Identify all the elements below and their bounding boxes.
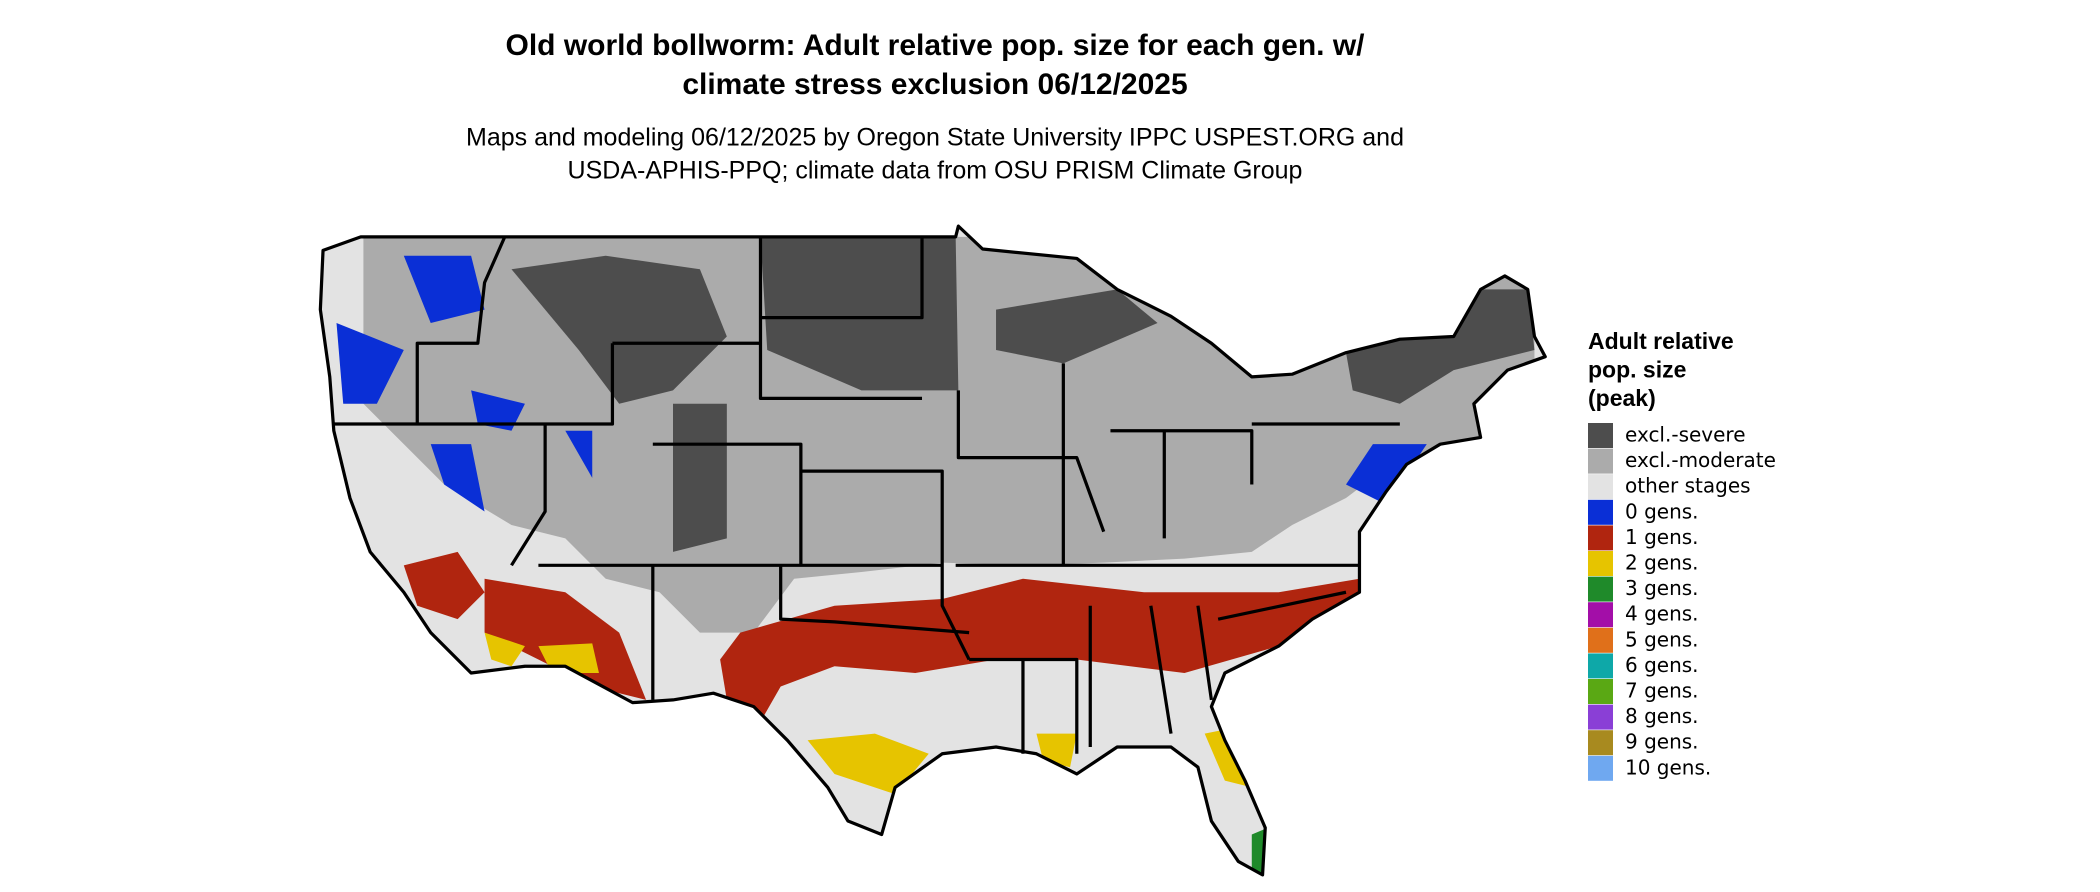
legend-label: 3 gens. — [1625, 576, 1699, 600]
title-line: Old world bollworm: Adult relative pop. … — [506, 29, 1366, 62]
legend-swatch — [1588, 627, 1613, 653]
legend-swatch — [1588, 602, 1613, 628]
legend-title-line: Adult relative — [1588, 328, 1734, 354]
legend-label: 1 gens. — [1625, 525, 1699, 549]
zone — [403, 551, 1360, 734]
legend-swatch — [1588, 704, 1613, 730]
legend: Adult relative pop. size(peak) excl.-sever… — [1588, 328, 1776, 781]
legend-swatch — [1588, 730, 1613, 756]
map — [318, 224, 1547, 877]
legend-label: 7 gens. — [1625, 679, 1699, 703]
subtitle-line: USDA-APHIS-PPQ; climate data from OSU PR… — [568, 157, 1303, 185]
legend-title-line: (peak) — [1588, 385, 1656, 411]
legend-swatch — [1588, 525, 1613, 551]
legend-swatch — [1588, 679, 1613, 704]
legend-swatch — [1588, 755, 1613, 781]
legend-label: excl.-severe — [1625, 423, 1746, 447]
legend-label: 9 gens. — [1625, 730, 1699, 754]
zone — [336, 255, 1427, 512]
legend-swatch — [1588, 499, 1613, 525]
legend-label: 10 gens. — [1625, 755, 1711, 779]
legend-label: 0 gens. — [1625, 499, 1699, 523]
legend-label: 6 gens. — [1625, 653, 1699, 677]
title-line: climate stress exclusion 06/12/2025 — [682, 68, 1187, 101]
legend-swatch — [1588, 576, 1613, 602]
legend-swatch — [1588, 448, 1613, 474]
legend-label: 2 gens. — [1625, 551, 1699, 575]
legend-label: 4 gens. — [1625, 602, 1699, 626]
legend-swatch — [1588, 423, 1613, 448]
zone — [511, 236, 1535, 552]
legend-swatch — [1588, 653, 1613, 679]
legend-label: other stages — [1625, 474, 1751, 498]
legend-label: excl.-moderate — [1625, 448, 1776, 472]
state-borders — [318, 224, 1547, 877]
legend-swatch — [1588, 551, 1613, 576]
legend-swatch — [1588, 474, 1613, 500]
legend-title-line: pop. size — [1588, 357, 1686, 383]
subtitle-line: Maps and modeling 06/12/2025 by Oregon S… — [466, 124, 1404, 152]
zone — [484, 632, 1252, 795]
legend-label: 8 gens. — [1625, 704, 1699, 728]
legend-label: 5 gens. — [1625, 627, 1699, 651]
